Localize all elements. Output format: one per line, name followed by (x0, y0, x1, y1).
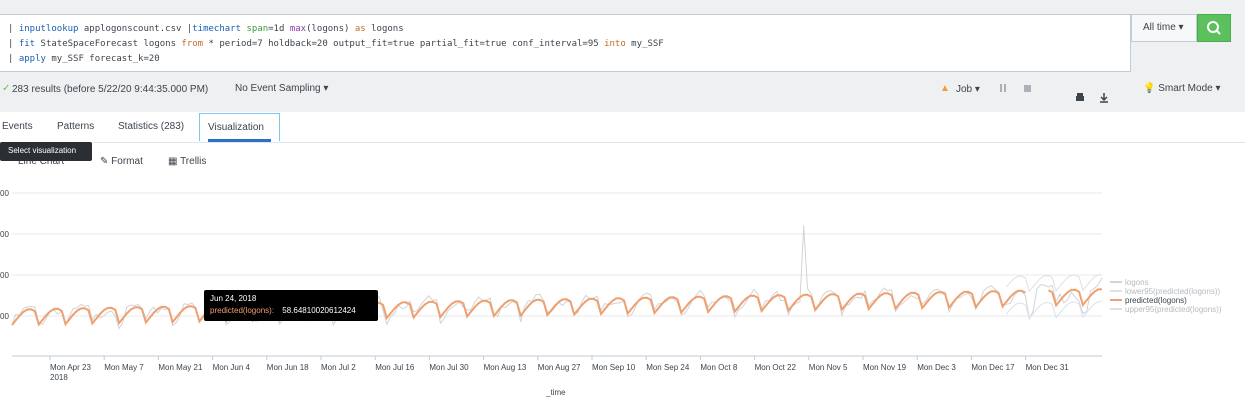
pipe: | (8, 54, 19, 64)
query-text: =1d (268, 24, 290, 34)
search-query-editor[interactable]: | inputlookup applogonscount.csv |timech… (0, 14, 1131, 72)
result-count: 283 results (before 5/22/20 9:44:35.000 … (12, 84, 209, 95)
select-visualization-tooltip: Select visualization (0, 142, 92, 161)
legend-item: lower95(predicted(logons)) (1125, 287, 1220, 296)
search-button[interactable] (1197, 14, 1231, 42)
tooltip-value: 58.64810020612424 (282, 306, 356, 315)
kw-into: into (604, 39, 626, 49)
y-tick-label: 00 (0, 271, 9, 280)
trellis-button[interactable]: ▦ Trellis (168, 156, 206, 167)
x-tick-label: Mon May 21 (158, 363, 203, 372)
format-label: Format (111, 156, 143, 167)
tab-visualization[interactable]: Visualization (199, 113, 280, 142)
x-tick-label: Mon Jun 4 (213, 363, 251, 372)
chart-hover-tooltip: Jun 24, 2018 predicted(logons): 58.64810… (204, 290, 378, 321)
warning-icon: ▲ (940, 83, 950, 94)
trellis-label: Trellis (180, 156, 207, 167)
series-upper95-line (1006, 274, 1103, 293)
arg-span: span (246, 24, 269, 34)
line-chart-picker[interactable]: Line Chart (18, 156, 64, 167)
smart-mode-dropdown[interactable]: 💡 Smart Mode ▾ (1143, 83, 1221, 94)
pause-icon[interactable] (1000, 84, 1006, 92)
x-tick-label: Mon Nov 19 (863, 363, 907, 372)
x-tick-label: Mon Dec 31 (1026, 363, 1070, 372)
stop-icon[interactable] (1024, 85, 1031, 92)
x-tick-label: Mon Dec 3 (917, 363, 956, 372)
pencil-icon: ✎ (100, 156, 109, 167)
legend-item: logons (1125, 278, 1149, 287)
export-icon[interactable] (1098, 92, 1110, 104)
series-lower95-line (1006, 301, 1103, 320)
series-predicted-line (11, 289, 1026, 327)
tab-patterns[interactable]: Patterns (57, 121, 95, 132)
line-chart-label: Line Chart (18, 156, 65, 167)
job-menu[interactable]: Job ▾ (956, 84, 980, 95)
kw-as: as (354, 24, 366, 34)
query-text: applogonscount.csv | (78, 24, 193, 34)
search-icon (1207, 21, 1221, 35)
x-tick-label: Mon Jul 30 (429, 363, 469, 372)
legend-item: predicted(logons) (1125, 296, 1187, 305)
query-text: * period=7 holdback=20 output_fit=true p… (203, 39, 605, 49)
cmd-apply: apply (18, 54, 46, 64)
fn-max: max (289, 24, 307, 34)
cmd-inputlookup: inputlookup (18, 24, 79, 34)
tooltip-series: predicted(logons): (210, 306, 275, 315)
x-tick-label: Mon May 7 (104, 363, 144, 372)
pipe: | (8, 24, 19, 34)
y-tick-label: 00 (0, 189, 9, 198)
time-range-picker[interactable]: All time ▾ (1131, 14, 1197, 42)
x-axis-title: _time (545, 388, 566, 397)
format-button[interactable]: ✎ Format (100, 156, 143, 167)
x-tick-label: Mon Sep 24 (646, 363, 690, 372)
x-tick-label: Mon Sep 10 (592, 363, 636, 372)
x-tick-label: Mon Aug 27 (538, 363, 581, 372)
y-tick-label: 00 (0, 312, 9, 321)
smart-mode-label: Smart Mode ▾ (1158, 83, 1221, 94)
x-tick-label: Mon Dec 17 (971, 363, 1015, 372)
tab-events[interactable]: Events (2, 121, 33, 132)
tab-statistics[interactable]: Statistics (283) (118, 121, 185, 132)
x-tick-label: Mon Nov 5 (809, 363, 848, 372)
pipe: | (8, 39, 19, 49)
results-tabs: Events Patterns Statistics (283) Visuali… (0, 113, 1245, 143)
print-icon[interactable] (1074, 92, 1086, 104)
event-sampling-dropdown[interactable]: No Event Sampling ▾ (235, 83, 329, 94)
x-tick-label: Mon Jul 2 (321, 363, 356, 372)
query-text: (logons) (306, 24, 355, 34)
x-tick-label: Mon Aug 13 (484, 363, 527, 372)
success-check-icon: ✓ (2, 83, 11, 94)
x-tick-label: Mon Oct 22 (755, 363, 797, 372)
query-text: StateSpaceForecast logons (35, 39, 182, 49)
x-tick-label: Mon Oct 8 (700, 363, 737, 372)
x-tick-label: 2018 (50, 373, 68, 382)
x-tick-label: Mon Jun 18 (267, 363, 309, 372)
tooltip-date: Jun 24, 2018 (210, 294, 257, 303)
series-logons-line (11, 225, 1103, 330)
x-tick-label: Mon Apr 23 (50, 363, 91, 372)
query-text: logons (365, 24, 404, 34)
legend-item: upper95(predicted(logons)) (1125, 305, 1222, 314)
series-predicted-forecast-line (1048, 288, 1103, 308)
kw-from: from (181, 39, 204, 49)
query-text: my_SSF forecast_k=20 (45, 54, 160, 64)
query-text: my_SSF (625, 39, 664, 49)
grid-icon: ▦ (168, 156, 178, 167)
lightbulb-icon: 💡 (1143, 83, 1156, 94)
cmd-fit: fit (18, 39, 36, 49)
cmd-timechart: timechart (192, 24, 242, 34)
y-tick-label: 00 (0, 230, 9, 239)
search-bar-area: | inputlookup applogonscount.csv |timech… (0, 0, 1245, 112)
x-tick-label: Mon Jul 16 (375, 363, 415, 372)
